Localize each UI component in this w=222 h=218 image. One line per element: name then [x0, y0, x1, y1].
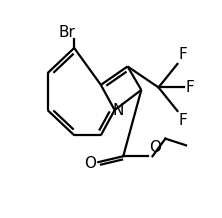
Text: F: F: [178, 113, 187, 128]
Text: Br: Br: [59, 25, 76, 39]
Text: F: F: [185, 80, 194, 95]
Text: O: O: [149, 140, 161, 155]
Text: F: F: [178, 47, 187, 62]
Text: O: O: [84, 156, 96, 171]
Text: N: N: [113, 103, 124, 118]
